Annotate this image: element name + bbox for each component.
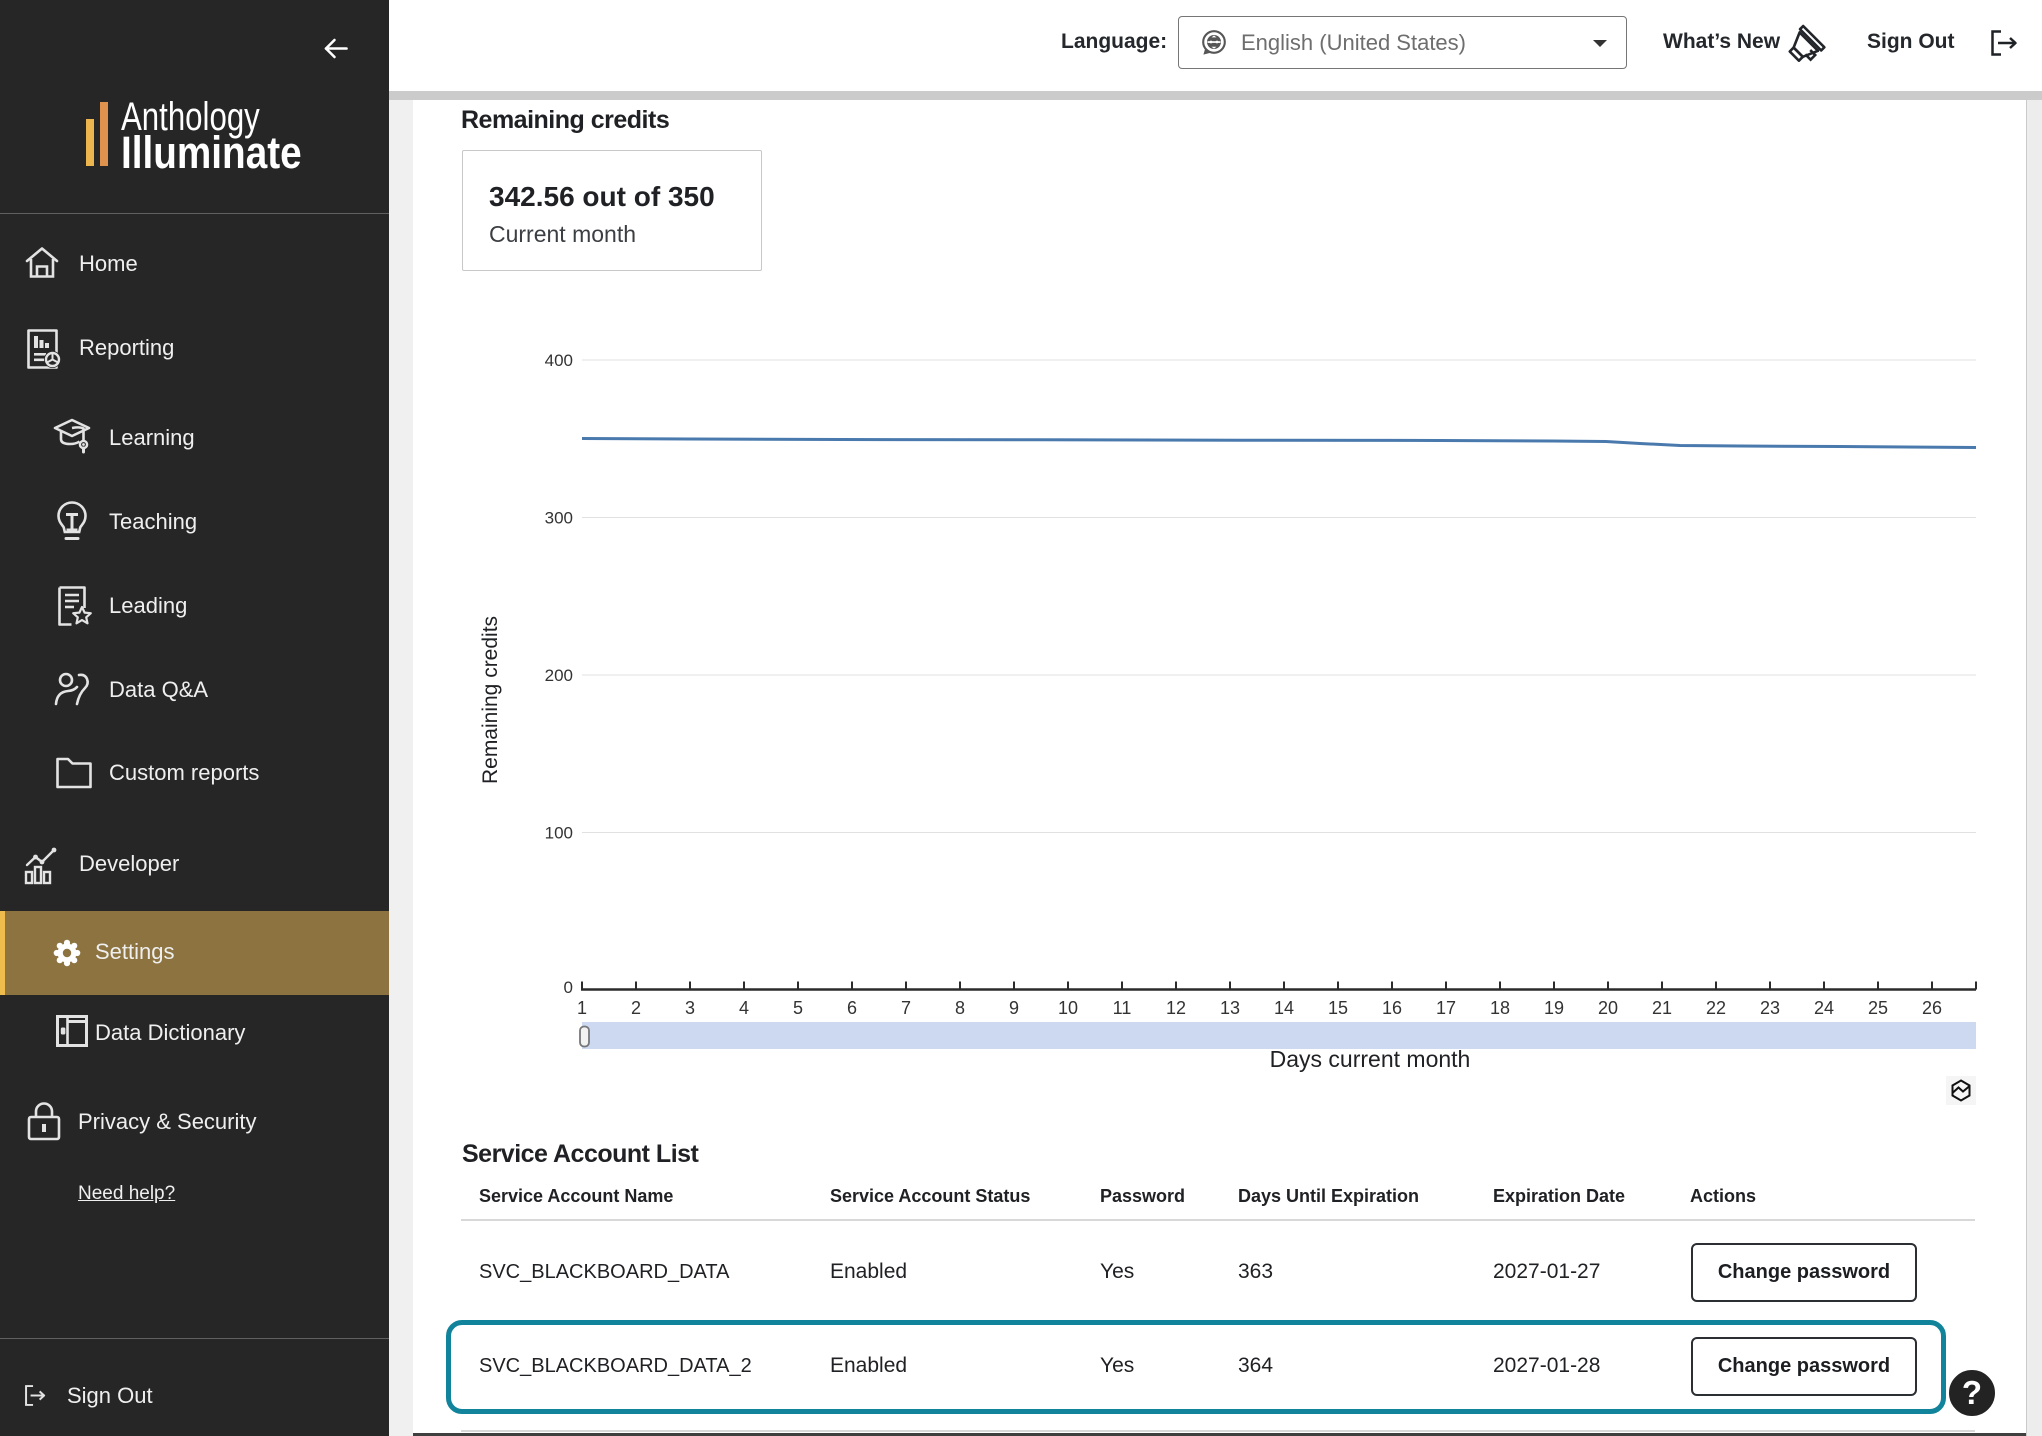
svg-text:2: 2 <box>631 998 641 1018</box>
svg-text:100: 100 <box>545 824 573 843</box>
svg-text:24: 24 <box>1814 998 1834 1018</box>
svg-text:21: 21 <box>1652 998 1672 1018</box>
svg-text:200: 200 <box>545 666 573 685</box>
svg-text:10: 10 <box>1058 998 1078 1018</box>
svg-text:300: 300 <box>545 509 573 528</box>
svg-text:13: 13 <box>1220 998 1240 1018</box>
svg-text:26: 26 <box>1922 998 1942 1018</box>
svg-text:18: 18 <box>1490 998 1510 1018</box>
svg-text:7: 7 <box>901 998 911 1018</box>
svg-text:12: 12 <box>1166 998 1186 1018</box>
svg-text:400: 400 <box>545 351 573 370</box>
svg-text:16: 16 <box>1382 998 1402 1018</box>
svg-text:22: 22 <box>1706 998 1726 1018</box>
svg-text:6: 6 <box>847 998 857 1018</box>
svg-text:25: 25 <box>1868 998 1888 1018</box>
svg-text:20: 20 <box>1598 998 1618 1018</box>
svg-text:19: 19 <box>1544 998 1564 1018</box>
svg-text:9: 9 <box>1009 998 1019 1018</box>
svg-text:14: 14 <box>1274 998 1294 1018</box>
svg-text:0: 0 <box>564 978 573 997</box>
svg-text:3: 3 <box>685 998 695 1018</box>
svg-text:1: 1 <box>577 998 587 1018</box>
svg-text:11: 11 <box>1113 998 1132 1018</box>
svg-text:Remaining credits: Remaining credits <box>479 616 502 784</box>
svg-text:8: 8 <box>955 998 965 1018</box>
svg-text:23: 23 <box>1760 998 1780 1018</box>
svg-text:Days current month: Days current month <box>1270 1046 1471 1072</box>
svg-text:15: 15 <box>1328 998 1348 1018</box>
svg-text:4: 4 <box>739 998 749 1018</box>
svg-text:17: 17 <box>1436 998 1456 1018</box>
svg-text:5: 5 <box>793 998 803 1018</box>
